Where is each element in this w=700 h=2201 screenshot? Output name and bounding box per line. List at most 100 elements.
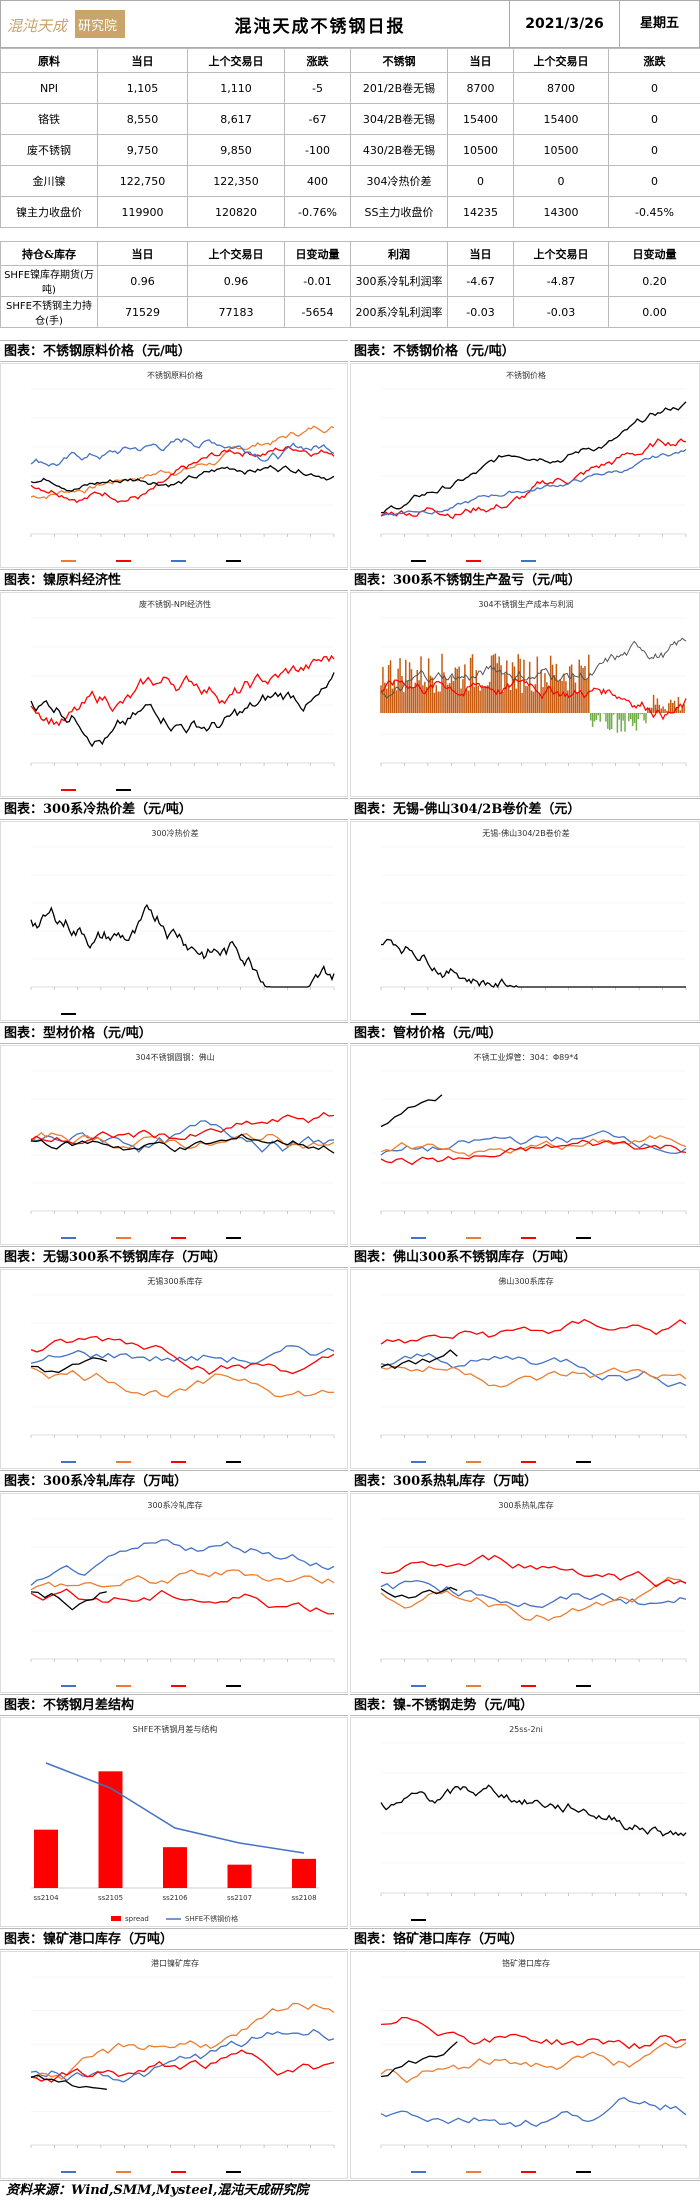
cell: SS主力收盘价: [350, 196, 448, 228]
chart-svg-1: 不锈钢价格: [380, 370, 687, 562]
cell: 8,617: [187, 103, 285, 135]
chart-svg-5: 无锡-佛山304/2B卷价差: [380, 828, 687, 1015]
section-title: 图表：300系冷轧库存（万吨）: [0, 1470, 348, 1492]
cell: 8700: [447, 72, 514, 104]
bar: [163, 1847, 187, 1888]
cell: -67: [284, 103, 351, 135]
series-line: [380, 1365, 687, 1388]
col-header: 利润: [350, 241, 448, 266]
cell: 14300: [513, 196, 609, 228]
series-line: [380, 938, 686, 989]
cell: 300系冷轧利润率: [350, 265, 448, 297]
series-line: [380, 448, 687, 517]
section-title: 图表：佛山300系不锈钢库存（万吨）: [350, 1246, 700, 1268]
company-logo: 混沌天成 研究院: [1, 1, 131, 47]
series-line: [30, 438, 335, 467]
series-line: [45, 1762, 305, 1854]
series-line: [380, 401, 687, 514]
cell: NPI: [0, 72, 98, 104]
series-line: [30, 903, 335, 988]
series-line: [30, 2049, 335, 2083]
col-header: 日变动量: [608, 241, 700, 266]
series-line: [30, 2002, 335, 2081]
col-header: 原料: [0, 48, 98, 73]
section-title: 图表：不锈钢原料价格（元/吨）: [0, 340, 348, 362]
section-title: 图表：300系不锈钢生产盈亏（元/吨）: [350, 569, 700, 591]
chart-panel: 304不锈钢生产成本与利润: [350, 592, 700, 797]
series-line: [380, 1352, 687, 1388]
col-header: 日变动量: [284, 241, 351, 266]
col-header: 当日: [447, 48, 514, 73]
series-line: [30, 1591, 107, 1611]
col-header: 不锈钢: [350, 48, 448, 73]
tick-label: ss2107: [227, 1894, 252, 1902]
chart-title: 300系冷轧库存: [147, 1500, 202, 1510]
chart-title: 港口镍矿库存: [151, 1958, 199, 1968]
bar: [34, 1829, 58, 1888]
series-line: [30, 654, 335, 727]
col-header: 当日: [447, 241, 514, 266]
series-line: [380, 1130, 687, 1156]
series-line: [30, 2028, 335, 2083]
chart-title: 不锈钢原料价格: [147, 370, 203, 380]
series-line: [380, 1094, 443, 1128]
chart-svg-12: SHFE不锈钢月差与结构 ss2104 ss2105 ss2106 ss2107 ss21…: [31, 1724, 319, 1923]
report-date: 2021/3/26: [509, 1, 619, 47]
cell: 0: [608, 72, 700, 104]
cell: 77183: [187, 296, 285, 328]
series-line: [380, 2016, 687, 2050]
series-line: [380, 2042, 687, 2084]
section-title: 图表：管材价格（元/吨）: [350, 1022, 700, 1044]
chart-panel: 铬矿港口库存: [350, 1951, 700, 2179]
chart-panel: 不锈工业焊管：304：Φ89*4: [350, 1045, 700, 1245]
chart-panel: SHFE不锈钢月差与结构 ss2104 ss2105 ss2106 ss2107 ss21…: [0, 1717, 348, 1927]
chart-title: 300系热轧库存: [498, 1500, 553, 1510]
cell: 铬铁: [0, 103, 98, 135]
chart-svg-6: 304不锈钢圆钢：佛山: [30, 1052, 335, 1239]
cell: 304冷热价差: [350, 165, 448, 197]
series-line: [380, 1784, 687, 1837]
cell: 金川镍: [0, 165, 98, 197]
chart-svg-7: 不锈工业焊管：304：Φ89*4: [380, 1052, 687, 1239]
series-line: [30, 1357, 108, 1374]
col-header: 当日: [97, 241, 188, 266]
position-table: 持仓&库存 当日 上个交易日 日变动量 利润 当日 上个交易日 日变动量 SHF…: [0, 241, 700, 328]
chart-title: 不锈钢价格: [506, 370, 546, 380]
cell: 10500: [513, 134, 609, 166]
chart-panel: 300冷热价差: [0, 821, 348, 1021]
cell: 122,350: [187, 165, 285, 197]
cell: -0.45%: [608, 196, 700, 228]
series-line: [380, 677, 687, 721]
chart-panel: 港口镍矿库存: [0, 1951, 348, 2179]
cell: 0: [513, 165, 609, 197]
series-line: [30, 2074, 107, 2090]
cell: 8700: [513, 72, 609, 104]
report-weekday: 星期五: [619, 1, 699, 47]
chart-panel: 无锡300系库存: [0, 1269, 348, 1469]
series-line: [30, 1335, 335, 1375]
cell: 200系冷轧利润率: [350, 296, 448, 328]
chart-svg-2: 废不锈钢-NPI经济性: [30, 599, 335, 791]
chart-panel: 废不锈钢-NPI经济性: [0, 592, 348, 797]
series-line: [380, 637, 687, 700]
series-line: [30, 1569, 335, 1591]
table-row: SHFE镍库存期货(万吨) 0.96 0.96 -0.01 300系冷轧利润率 -4.67…: [0, 265, 700, 297]
section-title: 图表：不锈钢月差结构: [0, 1694, 348, 1716]
section-title: 图表：镍原料经济性: [0, 569, 348, 591]
cell: 122,750: [97, 165, 188, 197]
tick-label: ss2106: [162, 1894, 188, 1902]
section-title: 图表：型材价格（元/吨）: [0, 1022, 348, 1044]
cell: 0: [608, 134, 700, 166]
col-header: 涨跌: [284, 48, 351, 73]
chart-panel: 304不锈钢圆钢：佛山: [0, 1045, 348, 1245]
col-header: 上个交易日: [513, 48, 609, 73]
cell: 119900: [97, 196, 188, 228]
cell: 15400: [513, 103, 609, 135]
chart-svg-10: 300系冷轧库存: [30, 1500, 335, 1687]
cell: SHFE镍库存期货(万吨): [0, 265, 98, 297]
section-title: 图表：无锡-佛山304/2B卷价差（元）: [350, 798, 700, 820]
cell: 0.96: [97, 265, 188, 297]
legend-swatch: [111, 1916, 121, 1921]
series-line: [380, 438, 687, 520]
cell: 1,110: [187, 72, 285, 104]
